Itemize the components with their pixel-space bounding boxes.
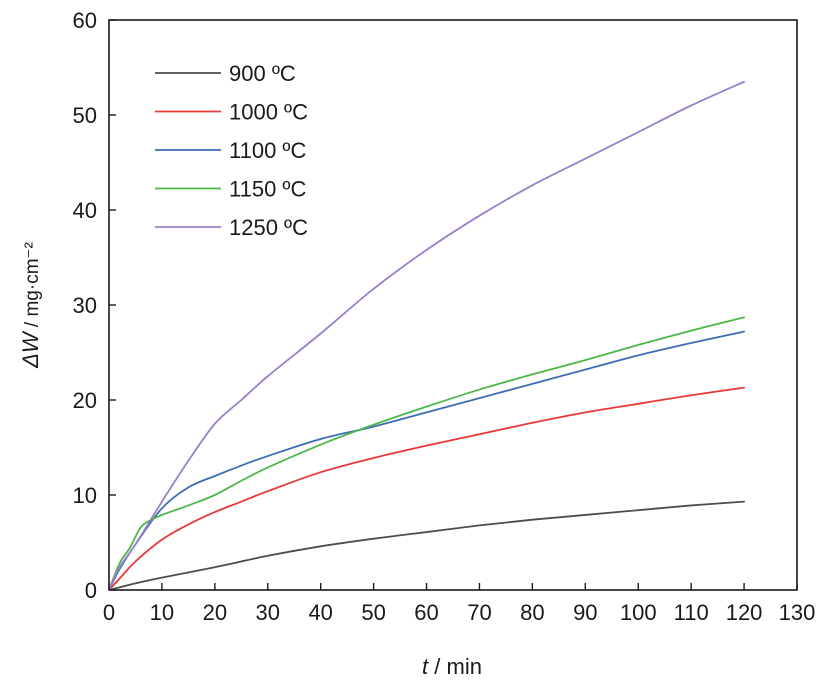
y-axis-title: ΔW / mg·cm⁻²	[18, 242, 43, 369]
x-tick-label: 110	[674, 600, 709, 625]
y-axis-unit: / mg·cm⁻²	[22, 242, 43, 332]
x-axis-variable: t	[422, 654, 429, 679]
x-tick-label: 50	[361, 600, 385, 625]
x-tick-label: 70	[467, 600, 491, 625]
legend-label-1: 1000 ºC	[229, 100, 308, 125]
x-tick-label: 80	[520, 600, 544, 625]
series-line-1	[108, 386, 745, 591]
y-tick-label: 40	[73, 198, 97, 223]
legend: 900 ºC 1000 ºC 1100 ºC 1150 ºC 1250 ºC	[155, 61, 308, 240]
x-axis-unit: / min	[428, 654, 482, 679]
x-tick-label: 20	[203, 600, 227, 625]
x-tick-label: 0	[103, 600, 115, 625]
y-tick-label: 50	[73, 103, 97, 128]
series-layer	[108, 80, 745, 591]
series-line-4	[108, 80, 745, 591]
x-axis-ticks: 0 10 20 30 40 50 60 70 80 90 100 110 120 130	[103, 583, 815, 625]
legend-label-0: 900 ºC	[229, 61, 296, 86]
series-line-0	[108, 500, 745, 591]
y-tick-label: 60	[73, 8, 97, 33]
legend-label-4: 1250 ºC	[229, 215, 308, 240]
x-tick-label: 60	[414, 600, 438, 625]
x-tick-label: 90	[573, 600, 597, 625]
y-axis-ticks: 0 10 20 30 40 50 60	[73, 8, 116, 603]
x-tick-label: 100	[620, 600, 657, 625]
y-tick-label: 20	[73, 388, 97, 413]
y-tick-label: 0	[85, 578, 97, 603]
legend-label-3: 1150 ºC	[229, 177, 306, 202]
y-axis-variable: ΔW	[18, 330, 43, 369]
y-tick-label: 10	[73, 483, 97, 508]
x-tick-label: 120	[726, 600, 763, 625]
x-axis-title: t / min	[422, 654, 482, 679]
x-tick-label: 30	[256, 600, 280, 625]
x-tick-label: 130	[779, 600, 816, 625]
series-line-2	[108, 330, 745, 591]
x-tick-label: 40	[308, 600, 332, 625]
series-line-3	[108, 316, 745, 591]
y-tick-label: 30	[73, 293, 97, 318]
legend-label-2: 1100 ºC	[229, 138, 306, 163]
x-tick-label: 10	[150, 600, 174, 625]
